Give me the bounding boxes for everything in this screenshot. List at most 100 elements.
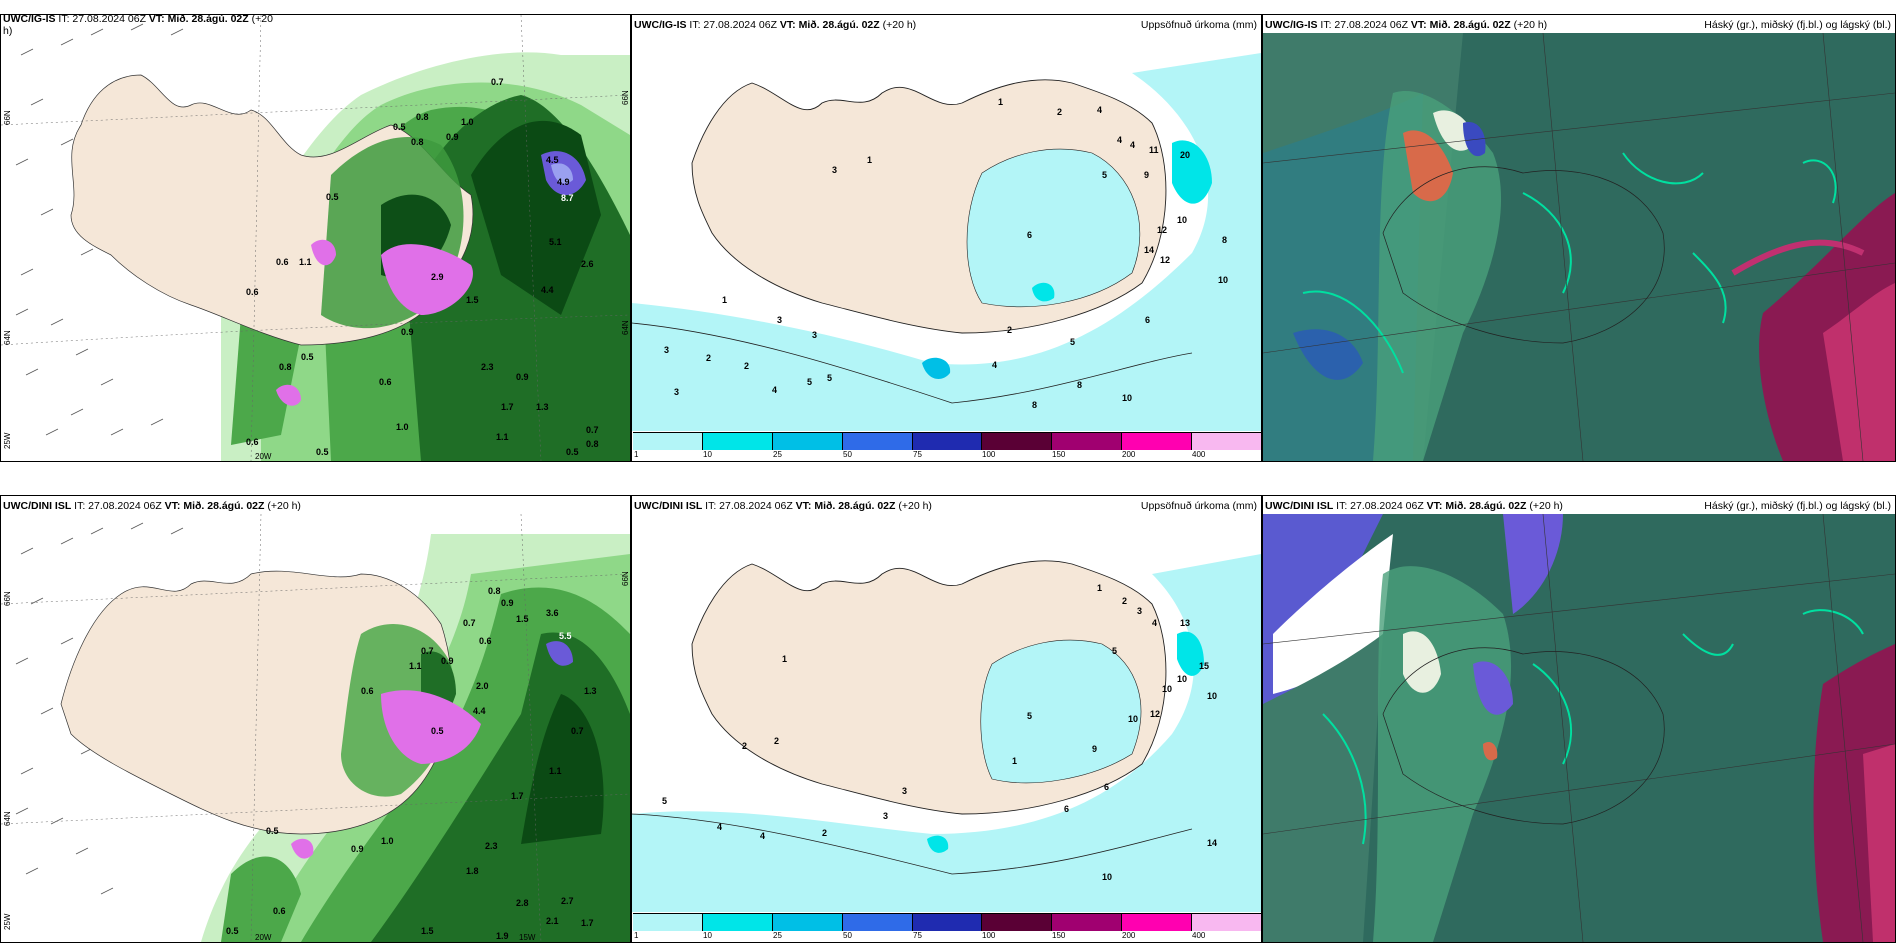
precip-value: 10 xyxy=(1218,275,1228,285)
wind-value: 0.9 xyxy=(401,327,414,337)
wind-value: 0.6 xyxy=(246,287,259,297)
valid-label: VT: xyxy=(1410,19,1430,31)
precip-value: 10 xyxy=(1162,684,1172,694)
wind-value: 4.4 xyxy=(473,706,486,716)
precip-value: 10 xyxy=(1177,674,1187,684)
wind-value: 0.5 xyxy=(226,926,239,936)
init-time: IT: 27.08.2024 06Z xyxy=(1333,500,1427,512)
valid-time: Mið. 28.ágú. 02Z xyxy=(1429,19,1511,31)
panel-bottom-left: UWC/DINI ISL IT: 27.08.2024 06Z VT: Mið.… xyxy=(0,495,631,943)
precip-value: 14 xyxy=(1144,245,1154,255)
wind-value: 2.6 xyxy=(581,259,594,269)
precip-value: 4 xyxy=(760,831,765,841)
precip-value: 5 xyxy=(1070,337,1075,347)
valid-time: Mið. 28.ágú. 02Z xyxy=(167,14,249,25)
valid-label: VT: xyxy=(164,500,184,512)
wind-value: 1.9 xyxy=(496,931,509,941)
wind-value: 0.8 xyxy=(279,362,292,372)
precip-value: 10 xyxy=(1177,215,1187,225)
model-name: UWC/IG-IS xyxy=(1265,19,1318,31)
precip-value: 5 xyxy=(1112,646,1117,656)
wind-value: 1.3 xyxy=(536,402,549,412)
wind-value: 0.5 xyxy=(326,192,339,202)
precip-value: 13 xyxy=(1180,618,1190,628)
wind-value: 0.5 xyxy=(266,826,279,836)
wind-value: 2.7 xyxy=(561,896,574,906)
init-time: IT: 27.08.2024 06Z xyxy=(55,14,149,25)
wind-value: 0.9 xyxy=(446,132,459,142)
init-time: IT: 27.08.2024 06Z xyxy=(686,19,780,31)
wind-value: 3.6 xyxy=(546,608,559,618)
precip-value: 5 xyxy=(807,377,812,387)
precip-value: 3 xyxy=(664,345,669,355)
valid-label: VT: xyxy=(795,500,815,512)
lat-label-64n: 64N xyxy=(3,330,12,345)
lead-time: (+20 h) xyxy=(264,500,301,512)
wind-value: 1.5 xyxy=(466,295,479,305)
precip-value: 1 xyxy=(1097,583,1102,593)
init-time: IT: 27.08.2024 06Z xyxy=(702,500,796,512)
lead-time: (+20 h) xyxy=(1526,500,1563,512)
precip-colorbar: 1 10 25 50 75 100 150 200 400 xyxy=(633,913,1261,941)
precip-value: 2 xyxy=(774,736,779,746)
wind-value: 2.3 xyxy=(481,362,494,372)
colorbar-label: 200 xyxy=(1122,450,1136,459)
precip-value: 2 xyxy=(744,361,749,371)
colorbar-label: 1 xyxy=(634,450,639,459)
wind-value: 0.5 xyxy=(316,447,329,457)
precip-colorbar: 1 10 25 50 75 100 150 200 400 xyxy=(633,432,1261,460)
wind-value: 2.8 xyxy=(516,898,529,908)
colorbar-swatch xyxy=(1122,433,1193,450)
colorbar-label: 10 xyxy=(703,931,712,940)
precip-value: 2 xyxy=(822,828,827,838)
colorbar-label: 100 xyxy=(982,931,996,940)
colorbar-swatch xyxy=(842,433,913,450)
colorbar-swatch xyxy=(702,914,773,931)
wind-value: 1.8 xyxy=(466,866,479,876)
colorbar-swatch xyxy=(912,433,983,450)
cloud-cover-map xyxy=(1263,514,1895,942)
model-name: UWC/IG-IS xyxy=(3,14,56,25)
lead-time: (+20 h) xyxy=(1510,19,1548,31)
panel-title: UWC/DINI ISL IT: 27.08.2024 06Z VT: Mið.… xyxy=(634,500,932,512)
colorbar-swatch xyxy=(633,433,703,450)
precip-value: 2 xyxy=(1122,596,1127,606)
colorbar-swatch xyxy=(1192,433,1261,450)
colorbar-label: 25 xyxy=(773,931,782,940)
wind-value: 4.4 xyxy=(541,285,554,295)
wind-value: 1.3 xyxy=(584,686,597,696)
model-name: UWC/IG-IS xyxy=(634,19,687,31)
lead-time: (+20 h) xyxy=(895,500,932,512)
colorbar-label: 50 xyxy=(843,931,852,940)
wind-value: 5.1 xyxy=(549,237,562,247)
precip-value: 1 xyxy=(998,97,1003,107)
precip-value: 14 xyxy=(1207,838,1217,848)
panel-title: UWC/DINI ISL IT: 27.08.2024 06Z VT: Mið.… xyxy=(3,500,301,512)
colorbar-swatch xyxy=(1052,914,1123,931)
precip-value: 6 xyxy=(1064,804,1069,814)
colorbar-swatch xyxy=(1192,914,1261,931)
lat-label-64n-right: 64N xyxy=(621,320,630,335)
precip-value: 6 xyxy=(1027,230,1032,240)
wind-value: 0.6 xyxy=(273,906,286,916)
precip-value: 4 xyxy=(1117,135,1122,145)
precip-value: 1 xyxy=(782,654,787,664)
precip-value: 5 xyxy=(827,373,832,383)
wind-value: 0.6 xyxy=(379,377,392,387)
field-title: Háský (gr.), miðský (fj.bl.) og lágský (… xyxy=(1704,500,1891,512)
wind-value: 4.9 xyxy=(557,177,570,187)
precip-value: 5 xyxy=(1102,170,1107,180)
lead-time: (+20 xyxy=(248,14,273,25)
wind-value: 0.6 xyxy=(276,257,289,267)
valid-time: Mið. 28.ágú. 02Z xyxy=(1445,500,1527,512)
precip-value: 11 xyxy=(1149,145,1159,155)
field-title: Uppsöfnuð úrkoma (mm) xyxy=(1140,500,1257,512)
precip-value: 3 xyxy=(883,811,888,821)
colorbar-label: 75 xyxy=(913,450,922,459)
wind-value: 0.8 xyxy=(488,586,501,596)
precip-value: 10 xyxy=(1102,872,1112,882)
wind-value: 0.9 xyxy=(351,844,364,854)
colorbar-label: 150 xyxy=(1052,450,1066,459)
precip-value: 2 xyxy=(1007,325,1012,335)
precip-value: 3 xyxy=(902,786,907,796)
